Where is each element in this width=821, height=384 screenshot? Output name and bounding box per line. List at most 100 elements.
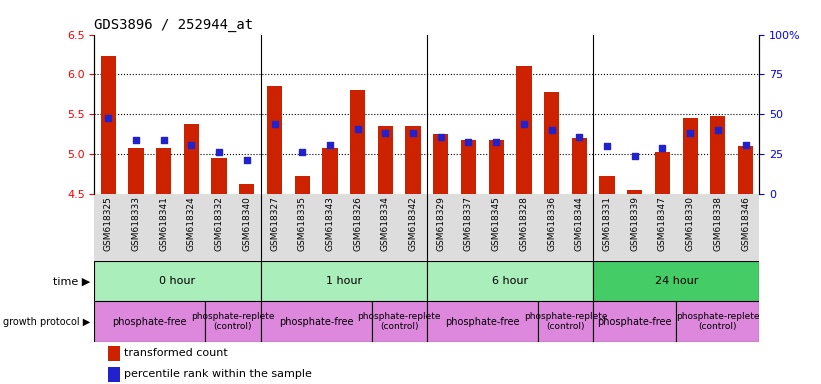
Point (656, 145, 669, 151)
Text: growth protocol ▶: growth protocol ▶ (3, 316, 90, 327)
Text: GSM618325: GSM618325 (103, 196, 112, 251)
Point (489, 139, 502, 145)
Text: time ▶: time ▶ (53, 276, 90, 286)
Bar (488, 140, 504, 194)
Point (739, 141, 752, 147)
Bar (655, 152, 670, 194)
Bar (571, 138, 587, 194)
Text: GSM618326: GSM618326 (353, 196, 362, 251)
Bar (538, 301, 594, 342)
Text: GSM618340: GSM618340 (242, 196, 251, 251)
Text: phosphate-free: phosphate-free (279, 316, 353, 327)
Bar (101, 56, 116, 194)
Bar (682, 118, 698, 194)
Point (213, 149, 226, 156)
Bar (594, 261, 759, 301)
Bar (239, 184, 255, 194)
Bar (94, 301, 205, 342)
Bar (94, 261, 261, 301)
Text: GSM618346: GSM618346 (741, 196, 750, 251)
Text: phosphate-replete
(control): phosphate-replete (control) (191, 312, 275, 331)
Bar (372, 301, 427, 342)
Point (102, 115, 115, 121)
Point (268, 121, 281, 127)
Text: GSM618342: GSM618342 (409, 196, 418, 251)
Text: GSM618330: GSM618330 (686, 196, 695, 251)
Text: 6 hour: 6 hour (492, 276, 528, 286)
Bar (544, 92, 559, 194)
Bar (627, 190, 642, 194)
Point (600, 143, 613, 149)
Text: GSM618328: GSM618328 (520, 196, 529, 251)
Bar (184, 124, 199, 194)
Point (351, 126, 365, 132)
Bar (378, 126, 393, 194)
Text: 0 hour: 0 hour (159, 276, 195, 286)
Text: GSM618344: GSM618344 (575, 196, 584, 251)
Bar (128, 148, 144, 194)
Text: GSM618337: GSM618337 (464, 196, 473, 251)
Text: GSM618347: GSM618347 (658, 196, 667, 251)
Bar (710, 116, 726, 194)
Bar (323, 148, 337, 194)
Text: GSM618338: GSM618338 (713, 196, 722, 251)
Point (323, 141, 337, 147)
Point (185, 141, 198, 147)
Text: GSM618343: GSM618343 (325, 196, 334, 251)
Text: GSM618334: GSM618334 (381, 196, 390, 251)
Bar (261, 301, 372, 342)
Point (157, 137, 170, 143)
Bar (295, 175, 310, 194)
Bar (677, 301, 759, 342)
Bar (516, 66, 531, 194)
Text: phosphate-replete
(control): phosphate-replete (control) (524, 312, 608, 331)
Text: GSM618324: GSM618324 (187, 196, 196, 251)
Text: phosphate-free: phosphate-free (598, 316, 672, 327)
Bar (594, 301, 677, 342)
Text: GSM618333: GSM618333 (131, 196, 140, 251)
Text: GSM618339: GSM618339 (631, 196, 640, 251)
Point (130, 137, 143, 143)
Text: phosphate-free: phosphate-free (112, 316, 187, 327)
Bar (738, 146, 753, 194)
Bar (212, 158, 227, 194)
Bar (350, 90, 365, 194)
Bar (267, 86, 282, 194)
Point (545, 127, 558, 133)
Bar (427, 301, 538, 342)
Point (462, 139, 475, 145)
Text: GSM618341: GSM618341 (159, 196, 168, 251)
Point (517, 121, 530, 127)
Bar (433, 134, 448, 194)
Point (684, 129, 697, 136)
Text: GSM618331: GSM618331 (603, 196, 612, 251)
Point (241, 157, 254, 164)
Text: phosphate-replete
(control): phosphate-replete (control) (677, 312, 759, 331)
Point (378, 129, 392, 136)
Point (628, 153, 641, 159)
Text: GSM618336: GSM618336 (547, 196, 556, 251)
Text: GSM618329: GSM618329 (436, 196, 445, 251)
Bar (156, 148, 172, 194)
Bar (205, 301, 261, 342)
Text: phosphate-free: phosphate-free (445, 316, 520, 327)
Text: GSM618345: GSM618345 (492, 196, 501, 251)
Bar (261, 261, 427, 301)
Bar (427, 261, 594, 301)
Text: GSM618332: GSM618332 (214, 196, 223, 251)
Text: 24 hour: 24 hour (654, 276, 698, 286)
Point (434, 134, 447, 140)
Text: transformed count: transformed count (124, 348, 228, 358)
Bar (108, 346, 120, 361)
Text: GSM618327: GSM618327 (270, 196, 279, 251)
Text: GSM618335: GSM618335 (298, 196, 307, 251)
Bar (461, 140, 476, 194)
Point (573, 134, 586, 140)
Bar (108, 367, 120, 382)
Text: percentile rank within the sample: percentile rank within the sample (124, 369, 312, 379)
Bar (599, 176, 615, 194)
Point (296, 149, 309, 156)
Point (406, 129, 420, 136)
Bar (406, 126, 420, 194)
Text: 1 hour: 1 hour (326, 276, 362, 286)
